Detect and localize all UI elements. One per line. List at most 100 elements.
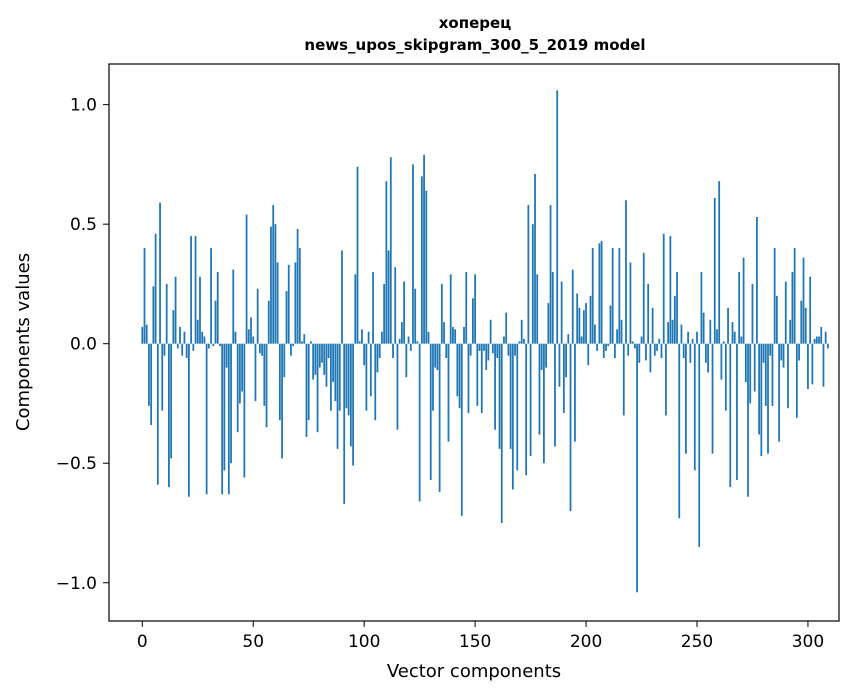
bar [742,257,745,344]
x-tick-label: 200 [570,632,602,652]
bar [673,295,676,344]
bar [769,343,772,356]
y-tick-label: 1.0 [70,96,97,116]
bar [507,343,510,356]
bar [343,343,346,504]
bar [787,343,789,409]
bar [598,243,601,344]
bar [290,343,292,356]
bar [310,341,312,344]
bar [722,341,725,344]
bar [205,343,208,495]
bar [523,338,525,344]
bar [503,336,505,344]
bar [782,343,785,368]
bar [756,217,758,344]
bar [314,343,317,375]
bar [494,343,496,430]
bar [585,303,587,344]
bar [778,343,780,442]
bar [272,205,275,344]
bar [436,343,439,370]
bar [680,324,683,344]
bar [574,343,576,442]
bar [185,343,188,359]
bar [760,343,763,457]
bar [802,257,805,344]
bar [170,343,173,459]
bar [660,343,663,359]
bar [724,343,727,411]
bar [469,343,472,356]
bar [642,252,645,344]
bar [716,329,718,344]
bar [396,343,399,430]
bar [483,343,485,351]
bar [733,331,736,344]
bar [627,343,630,356]
bar [265,343,268,428]
bar [141,326,144,344]
bar [476,343,479,406]
bar [270,226,272,344]
bar [622,343,625,416]
bar [318,343,321,368]
bar [427,331,430,344]
bar [729,343,732,488]
bar [321,343,323,363]
bar [356,166,359,344]
bar [813,338,816,344]
bar [696,331,698,344]
bar [711,343,714,454]
bar [525,343,528,476]
bar [278,343,281,421]
bar [811,343,814,385]
bar [718,181,721,344]
bar [161,343,164,411]
bar [720,343,723,380]
bar [578,307,581,344]
bar [223,343,226,471]
bar [702,312,705,344]
x-tick-label: 50 [242,632,264,652]
bar [414,288,417,344]
bar [520,319,523,344]
bar [565,343,567,378]
bar [416,341,419,344]
bar [429,343,432,480]
bar [558,343,561,387]
bar [602,343,605,359]
bar [281,343,283,459]
bar [392,343,394,359]
bar [804,307,807,344]
bar [349,343,352,447]
bar [824,331,827,344]
bar [239,343,241,404]
bar [758,343,761,435]
bar [168,343,170,488]
bar [316,343,319,433]
bar [618,248,621,344]
bar [165,283,168,344]
bar [327,343,330,359]
bar [452,326,454,344]
bar [676,271,678,344]
bar [467,343,470,414]
bar [489,319,492,344]
y-axis-label: Components values [13,253,34,431]
bar [423,154,425,344]
bar [689,343,692,363]
bar [647,283,650,344]
bar [203,336,206,344]
bar [773,248,776,344]
bar [374,343,377,421]
bar [500,343,503,523]
bar [230,343,232,464]
bar [795,343,798,418]
bar [669,236,672,344]
bar [682,343,685,359]
bar [232,269,235,344]
bar [263,343,266,406]
bar [658,338,661,344]
bar [305,343,308,437]
